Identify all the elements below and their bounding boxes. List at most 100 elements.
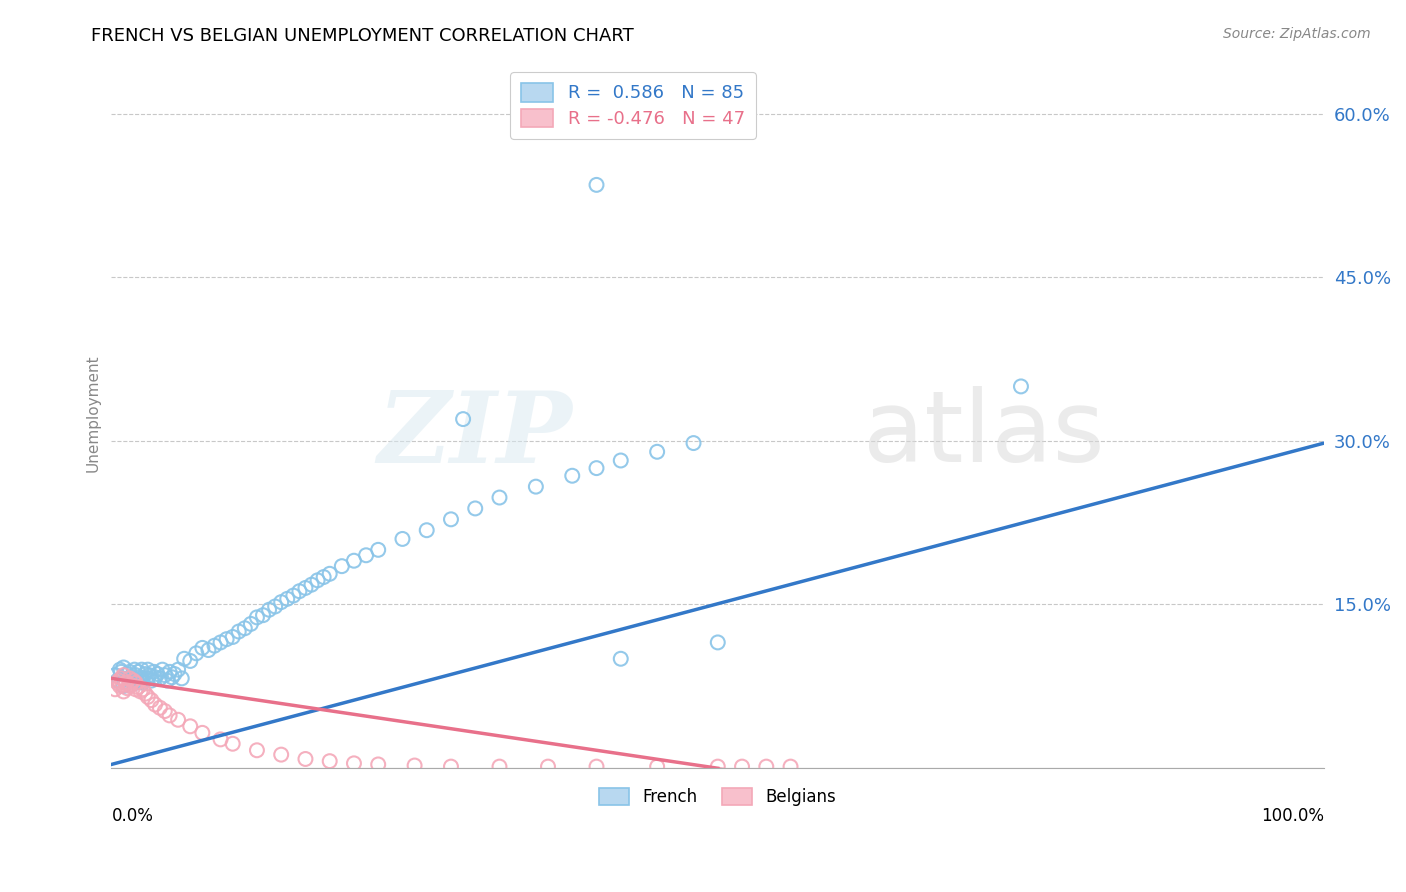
Point [134, 687, 156, 701]
Point [779, 759, 801, 773]
Point [122, 672, 145, 686]
Point [136, 663, 159, 677]
Point [318, 754, 340, 768]
Point [115, 675, 138, 690]
Point [143, 698, 166, 712]
Point [464, 501, 486, 516]
Point [138, 668, 160, 682]
Point [191, 640, 214, 655]
Point [343, 756, 366, 771]
Point [131, 663, 153, 677]
Point [124, 663, 146, 677]
Point [252, 608, 274, 623]
Point [110, 665, 132, 679]
Point [159, 665, 181, 679]
Point [167, 713, 190, 727]
Point [142, 665, 165, 679]
Point [645, 444, 668, 458]
Point [610, 652, 633, 666]
Point [755, 759, 778, 773]
Point [120, 678, 142, 692]
Point [115, 681, 138, 696]
Point [134, 667, 156, 681]
Point [163, 667, 186, 681]
Point [153, 668, 176, 682]
Text: Source: ZipAtlas.com: Source: ZipAtlas.com [1223, 27, 1371, 41]
Point [585, 178, 607, 192]
Point [288, 584, 311, 599]
Point [118, 679, 141, 693]
Point [127, 665, 149, 679]
Point [143, 670, 166, 684]
Point [108, 663, 131, 677]
Point [257, 603, 280, 617]
Point [115, 675, 138, 690]
Point [215, 632, 238, 647]
Point [124, 668, 146, 682]
Point [118, 673, 141, 688]
Point [112, 679, 135, 693]
Point [129, 674, 152, 689]
Point [112, 684, 135, 698]
Text: atlas: atlas [863, 386, 1105, 483]
Point [131, 672, 153, 686]
Point [127, 680, 149, 694]
Point [283, 589, 305, 603]
Point [731, 759, 754, 773]
Point [440, 512, 463, 526]
Point [136, 672, 159, 686]
Point [124, 682, 146, 697]
Point [367, 542, 389, 557]
Text: FRENCH VS BELGIAN UNEMPLOYMENT CORRELATION CHART: FRENCH VS BELGIAN UNEMPLOYMENT CORRELATI… [91, 27, 634, 45]
Point [167, 663, 190, 677]
Point [179, 719, 201, 733]
Point [270, 747, 292, 762]
Point [312, 570, 335, 584]
Point [228, 624, 250, 639]
Point [128, 670, 150, 684]
Point [150, 663, 173, 677]
Point [124, 675, 146, 690]
Text: 0.0%: 0.0% [111, 806, 153, 824]
Point [125, 673, 148, 688]
Point [294, 752, 316, 766]
Point [343, 554, 366, 568]
Point [707, 635, 730, 649]
Point [111, 678, 134, 692]
Point [610, 453, 633, 467]
Point [179, 654, 201, 668]
Point [354, 549, 377, 563]
Point [561, 468, 583, 483]
Point [136, 690, 159, 704]
Point [1010, 379, 1032, 393]
Point [294, 581, 316, 595]
Point [682, 436, 704, 450]
Point [186, 646, 208, 660]
Point [330, 559, 353, 574]
Point [645, 759, 668, 773]
Point [141, 693, 163, 707]
Point [246, 610, 269, 624]
Point [301, 577, 323, 591]
Point [107, 675, 129, 690]
Point [488, 759, 510, 773]
Point [156, 673, 179, 688]
Point [270, 595, 292, 609]
Point [239, 616, 262, 631]
Point [112, 660, 135, 674]
Point [141, 673, 163, 688]
Legend: French, Belgians: French, Belgians [592, 781, 844, 813]
Y-axis label: Unemployment: Unemployment [86, 355, 100, 473]
Point [111, 672, 134, 686]
Point [132, 675, 155, 690]
Point [170, 672, 193, 686]
Point [537, 759, 560, 773]
Text: ZIP: ZIP [377, 386, 572, 483]
Point [118, 672, 141, 686]
Point [221, 630, 243, 644]
Point [160, 670, 183, 684]
Point [120, 678, 142, 692]
Point [404, 758, 426, 772]
Point [585, 759, 607, 773]
Point [221, 737, 243, 751]
